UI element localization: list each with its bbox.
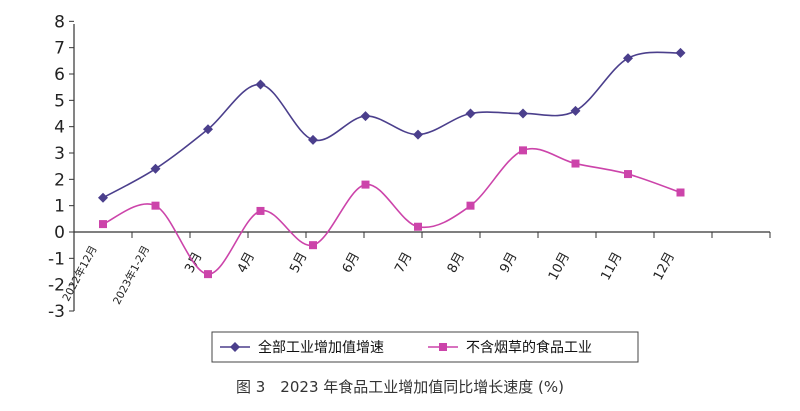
series-food-industry-point: [624, 170, 632, 179]
x-tick-label: 6月: [340, 250, 363, 276]
y-tick-label: 4: [54, 118, 65, 138]
figure-caption: 图 3 2023 年食品工业增加值同比增长速度 (%): [236, 378, 564, 396]
series-total-industry-point: [203, 124, 213, 135]
legend-box: [211, 331, 639, 363]
legend-item-food-industry-marker: [439, 343, 447, 351]
series-total-industry-line: [102, 51, 681, 199]
x-tick-labels: 2022年12月 2023年1-2月 3月 4月 5月 6月 7月 8月 9月 10月 11月 12月: [59, 243, 678, 306]
series-food-industry-point: [361, 180, 370, 189]
y-tick-label: -2: [48, 276, 65, 296]
series-food-industry-point: [204, 270, 212, 279]
legend: 全部工业增加值增速 不含烟草的食品工业: [211, 331, 639, 363]
series-total-industry-point: [308, 134, 318, 145]
x-tick-label: 11月: [598, 250, 625, 283]
y-tick-label: 5: [54, 91, 65, 111]
x-tick-label: 12月: [651, 250, 678, 283]
series-total-industry-point: [413, 129, 423, 140]
x-tick-label: 2023年1-2月: [110, 243, 152, 306]
series-food-industry-point: [99, 220, 107, 229]
series-total-industry-point: [518, 108, 528, 119]
x-tick-label: 9月: [497, 250, 520, 276]
y-tick-label: -3: [48, 302, 65, 322]
y-tick-label: 3: [54, 144, 65, 164]
series-food-industry-line: [102, 147, 681, 275]
legend-item-total-industry-label: 全部工业增加值增速: [258, 339, 384, 356]
series-food-industry-point: [256, 206, 265, 215]
x-tick-label: 8月: [445, 250, 468, 276]
series-food-industry-point: [466, 201, 475, 210]
series-food-industry-point: [571, 159, 580, 168]
legend-item-total-industry-marker: [230, 342, 240, 352]
series-total-industry-point: [675, 47, 686, 58]
y-tick-label: 6: [54, 65, 65, 85]
series-food-industry-point: [309, 241, 317, 250]
y-tick-label: 0: [54, 223, 65, 243]
x-tick-label: 5月: [287, 250, 310, 276]
y-tick-label: 2: [54, 170, 65, 190]
y-tick-label: 7: [54, 39, 65, 59]
series-total-industry-point: [150, 163, 161, 174]
y-tick-labels: 8 7 6 5 4 3 2 1 0 -1 -2 -3: [48, 12, 65, 322]
series-food-industry-point: [519, 146, 527, 155]
series-total-industry-point: [98, 192, 108, 203]
series-food-industry-point: [414, 222, 422, 231]
axes: [69, 20, 771, 312]
series-food-industry-point: [151, 201, 160, 210]
x-tick-label: 4月: [235, 250, 258, 276]
series-total-industry-point: [570, 105, 581, 116]
x-tick-label: 2022年12月: [59, 243, 99, 303]
x-tick-label: 7月: [392, 250, 415, 276]
series-total-industry-point: [255, 79, 266, 90]
series-total-industry-point: [360, 111, 371, 122]
series-total-industry-point: [465, 108, 476, 119]
series-group: [98, 47, 686, 279]
series-food-industry-point: [676, 188, 685, 197]
x-tick-label: 10月: [546, 250, 573, 283]
y-tick-label: 8: [54, 12, 65, 32]
legend-item-food-industry-label: 不含烟草的食品工业: [466, 339, 592, 356]
y-tick-label: -1: [48, 249, 65, 269]
y-tick-label: 1: [54, 197, 65, 217]
series-total-industry-point: [623, 53, 633, 64]
